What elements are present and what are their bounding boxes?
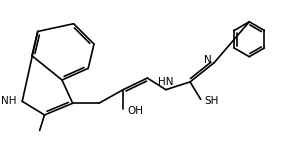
Text: NH: NH [1,96,16,106]
Text: HN: HN [158,77,173,87]
Text: SH: SH [205,96,219,106]
Text: N: N [204,55,212,65]
Text: OH: OH [127,106,143,116]
